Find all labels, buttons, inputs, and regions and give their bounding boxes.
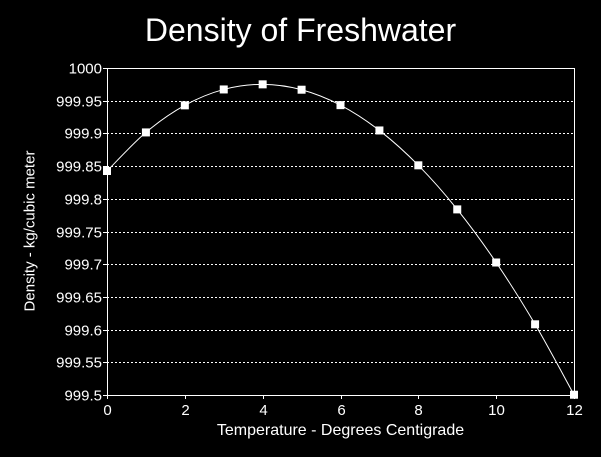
y-tick-label: 999.65 bbox=[56, 290, 102, 307]
x-tick-label: 10 bbox=[488, 402, 505, 419]
data-point bbox=[180, 101, 189, 110]
data-point bbox=[336, 101, 345, 110]
y-tick-label: 999.75 bbox=[56, 225, 102, 242]
y-axis: 999.5 999.55 999.6 999.65 999.7 999.75 999.8 99… bbox=[56, 61, 107, 405]
data-point bbox=[375, 126, 384, 135]
data-point bbox=[492, 258, 501, 267]
data-point bbox=[258, 80, 267, 89]
data-point bbox=[453, 205, 462, 214]
data-point bbox=[219, 85, 228, 94]
x-tick-label: 2 bbox=[181, 402, 189, 419]
chart-title: Density of Freshwater bbox=[144, 12, 457, 48]
data-point bbox=[531, 320, 540, 329]
data-markers bbox=[103, 80, 578, 399]
y-tick-label: 999.85 bbox=[56, 159, 102, 176]
y-tick-label: 999.55 bbox=[56, 355, 102, 372]
x-tick-label: 4 bbox=[259, 402, 267, 419]
y-tick-label: 999.8 bbox=[64, 192, 102, 209]
y-tick-label: 999.6 bbox=[64, 323, 102, 340]
y-tick-label: 1000 bbox=[69, 61, 102, 78]
y-tick-label: 999.5 bbox=[64, 388, 102, 405]
data-point bbox=[570, 390, 578, 399]
x-tick-label: 12 bbox=[566, 402, 583, 419]
series-line bbox=[106, 83, 575, 395]
y-axis-label: Density - kg/cubic meter bbox=[21, 150, 39, 312]
data-point bbox=[103, 167, 111, 176]
x-tick-label: 0 bbox=[103, 402, 111, 419]
x-tick-label: 8 bbox=[414, 402, 422, 419]
data-point bbox=[297, 85, 306, 94]
y-tick-label: 999.7 bbox=[64, 257, 102, 274]
data-point bbox=[141, 128, 150, 137]
y-tick-label: 999.95 bbox=[56, 94, 102, 111]
y-tick-label: 999.9 bbox=[64, 126, 102, 143]
x-axis: 0 2 4 6 8 10 12 bbox=[103, 395, 583, 419]
x-axis-label: Temperature - Degrees Centigrade bbox=[216, 422, 465, 439]
x-tick-label: 6 bbox=[337, 402, 345, 419]
data-point bbox=[414, 161, 423, 170]
grid-lines bbox=[107, 101, 574, 363]
